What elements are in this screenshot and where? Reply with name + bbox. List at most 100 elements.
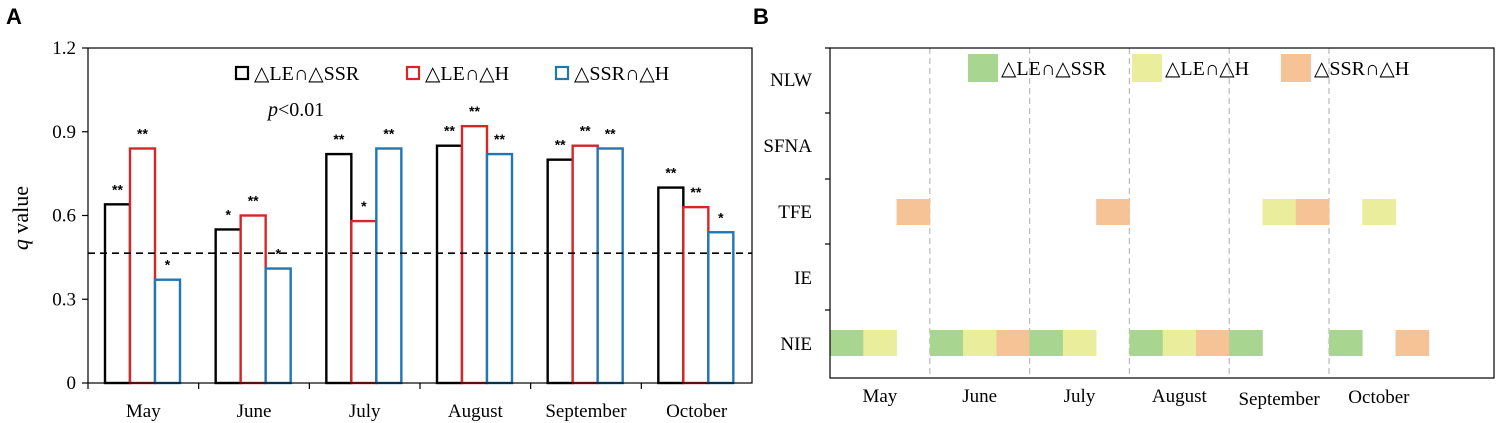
panel-b-label: B <box>753 4 769 29</box>
significance-mark: ** <box>665 165 676 181</box>
pattern-cell <box>929 330 964 356</box>
significance-mark: * <box>225 206 231 222</box>
significance-mark: * <box>275 246 281 262</box>
pattern-cell <box>963 330 997 356</box>
bar-0-2 <box>153 278 182 385</box>
p-value-annotation: p<0.01 <box>266 99 324 121</box>
pattern-cell <box>1162 330 1197 356</box>
significance-mark: ** <box>555 137 566 153</box>
pattern-cell <box>1395 330 1430 356</box>
significance-mark: ** <box>248 193 259 209</box>
y-axis-label-q: q <box>8 239 33 250</box>
significance-mark: ** <box>494 131 505 147</box>
x-category-label: September <box>545 401 627 422</box>
panel-a-label: A <box>6 4 22 29</box>
bar-5-2 <box>707 231 735 385</box>
pattern-cell <box>1062 330 1097 356</box>
significance-mark: ** <box>383 126 394 142</box>
significance-mark: * <box>718 209 724 225</box>
y-axis-label-value: value <box>8 186 33 239</box>
y-tick-label: 0 <box>67 373 77 394</box>
significance-mark: ** <box>137 126 148 142</box>
month-label: May <box>862 386 897 407</box>
p-threshold: <0.01 <box>278 99 324 121</box>
bar-5-1 <box>682 205 710 385</box>
bar-2-1 <box>350 219 378 385</box>
month-label: August <box>1152 386 1208 407</box>
bar-2-2 <box>375 147 403 385</box>
y-tick-label: 0.3 <box>52 289 76 310</box>
row-label: SFNA <box>763 136 812 157</box>
significance-mark: ** <box>333 131 344 147</box>
pattern-cell <box>996 330 1030 356</box>
x-category-label: May <box>126 401 161 422</box>
bar-4-1 <box>571 144 599 385</box>
row-label: TFE <box>778 202 812 223</box>
bar-3-2 <box>485 152 514 385</box>
month-label: June <box>962 386 997 407</box>
pattern-cell <box>830 330 864 356</box>
pattern-cell <box>896 199 931 225</box>
p-symbol: p <box>266 99 278 121</box>
y-axis-label: q value <box>8 186 33 250</box>
bar-4-2 <box>596 147 624 385</box>
row-label: NLW <box>770 70 812 91</box>
pattern-cell <box>1329 330 1363 356</box>
legend-label: △LE∩△SSR <box>1001 58 1107 80</box>
panel-b-pattern-grid: NLW SFNA TFE IE NIE May June July August Septemb… <box>763 47 1495 410</box>
y-tick-label: 0.9 <box>52 122 76 143</box>
pattern-cell <box>1262 199 1297 225</box>
significance-mark: * <box>165 257 171 273</box>
bar-5-0 <box>657 186 685 385</box>
legend-label: △LE∩△H <box>1165 58 1249 80</box>
month-label: September <box>1238 389 1320 410</box>
legend-swatch <box>1132 54 1162 82</box>
legend-label: △LE∩△SSR <box>254 63 360 85</box>
pattern-cell <box>863 330 897 356</box>
significance-mark: ** <box>580 123 591 139</box>
legend-swatch <box>405 65 421 81</box>
legend-swatch <box>968 54 998 82</box>
significance-mark: * <box>361 198 367 214</box>
legend-label: △SSR∩△H <box>574 63 669 85</box>
pattern-cell <box>1029 330 1064 356</box>
significance-mark: ** <box>112 181 123 197</box>
bar-1-1 <box>239 214 267 385</box>
row-label: IE <box>794 268 812 289</box>
x-category-label: October <box>666 401 728 422</box>
bar-4-0 <box>546 158 574 385</box>
x-category-label: June <box>237 401 272 422</box>
row-label: NIE <box>780 334 812 355</box>
bar-3-1 <box>460 124 489 385</box>
significance-mark: ** <box>469 103 480 119</box>
legend-label: △LE∩△H <box>425 63 509 85</box>
legend-swatch <box>554 65 570 81</box>
plot-frame <box>87 47 753 384</box>
plot-frame-b <box>829 47 1495 379</box>
pattern-cell <box>1129 330 1163 356</box>
pattern-cell <box>1229 330 1263 356</box>
x-category-label: July <box>349 401 381 422</box>
legend-swatch <box>1281 54 1311 82</box>
y-tick-label: 1.2 <box>52 38 76 59</box>
legend-label: △SSR∩△H <box>1314 58 1409 80</box>
pattern-cell <box>1196 330 1230 356</box>
x-category-label: August <box>448 401 504 422</box>
month-label: October <box>1348 387 1410 408</box>
legend-swatch <box>234 65 250 81</box>
bar-2-0 <box>325 152 353 385</box>
bar-0-0 <box>103 203 132 385</box>
pattern-cell <box>1362 199 1396 225</box>
pattern-cell <box>1096 199 1130 225</box>
bar-3-0 <box>435 144 464 385</box>
month-label: July <box>1064 386 1096 407</box>
significance-mark: ** <box>605 126 616 142</box>
significance-mark: ** <box>444 123 455 139</box>
significance-mark: ** <box>690 184 701 200</box>
pattern-cell <box>1295 199 1330 225</box>
y-tick-label: 0.6 <box>52 206 76 227</box>
panel-a-bar-chart: ************** ****** **** ******* 00.30.60… <box>8 38 753 422</box>
bar-1-2 <box>264 267 292 385</box>
bar-0-1 <box>128 147 157 385</box>
